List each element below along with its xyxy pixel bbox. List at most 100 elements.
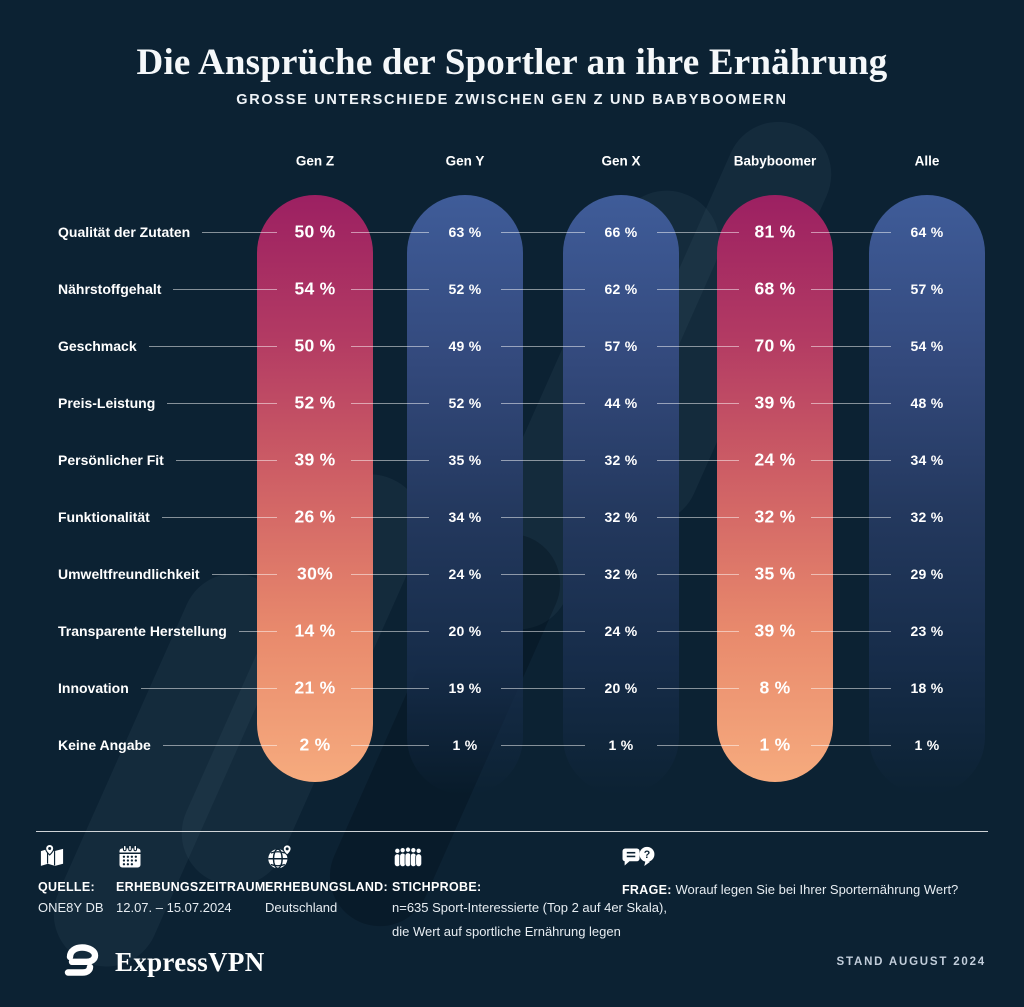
row-lead-umweltfreundlichkeit: Umweltfreundlichkeit bbox=[58, 566, 277, 582]
footer-item-frage: ? FRAGE: Worauf legen Sie bei Ihrer Sport… bbox=[622, 841, 958, 897]
footer-label: STICHPROBE: bbox=[392, 880, 482, 894]
footer-value: n=635 Sport-Interessierte (Top 2 auf 4er… bbox=[392, 900, 667, 915]
value-cell-gen-x-umweltfreundlichkeit: 32 % bbox=[604, 566, 638, 582]
pill-babyboomer bbox=[717, 195, 833, 782]
footer-value: ONE8Y DB bbox=[38, 900, 104, 915]
row-connector-line bbox=[238, 630, 277, 632]
value-cell-alle-qualit-t-der-zutaten: 64 % bbox=[910, 224, 944, 240]
row-label-keine-angabe: Keine Angabe bbox=[58, 737, 151, 753]
value-cell-babyboomer-qualit-t-der-zutaten: 81 % bbox=[754, 221, 796, 242]
row-label-umweltfreundlichkeit: Umweltfreundlichkeit bbox=[58, 566, 200, 582]
row-connector-line bbox=[657, 289, 739, 290]
people-icon bbox=[392, 841, 667, 873]
row-lead-n-hrstoffgehalt: Nährstoffgehalt bbox=[58, 281, 277, 297]
value-cell-alle-geschmack: 54 % bbox=[910, 338, 944, 354]
pill-gen-y bbox=[407, 195, 523, 795]
value-cell-gen-y-preis-leistung: 52 % bbox=[448, 395, 482, 411]
value-cell-babyboomer-umweltfreundlichkeit: 35 % bbox=[754, 563, 796, 584]
value-cell-alle-funktionalit-t: 32 % bbox=[910, 509, 944, 525]
value-cell-babyboomer-innovation: 8 % bbox=[759, 677, 791, 698]
row-connector-line bbox=[657, 631, 739, 632]
row-connector-line bbox=[657, 403, 739, 404]
row-connector-line bbox=[140, 687, 277, 689]
row-label-preis-leistung: Preis-Leistung bbox=[58, 395, 156, 411]
value-cell-gen-z-n-hrstoffgehalt: 54 % bbox=[294, 278, 336, 299]
row-connector-line bbox=[351, 631, 429, 632]
row-connector-line bbox=[501, 460, 585, 461]
value-cell-gen-x-geschmack: 57 % bbox=[604, 338, 638, 354]
row-connector-line bbox=[351, 460, 429, 461]
calendar-icon bbox=[116, 841, 270, 873]
row-connector-line bbox=[657, 517, 739, 518]
value-cell-babyboomer-transparente-herstellung: 39 % bbox=[754, 620, 796, 641]
footer-question-text: FRAGE: Worauf legen Sie bei Ihrer Sporte… bbox=[622, 882, 959, 897]
row-connector-line bbox=[811, 517, 891, 518]
footer-item-quelle: QUELLE: ONE8Y DB bbox=[38, 841, 104, 918]
stand-note: STAND AUGUST 2024 bbox=[836, 956, 986, 968]
value-cell-alle-keine-angabe: 1 % bbox=[914, 737, 940, 753]
value-cell-alle-pers-nlicher-fit: 34 % bbox=[910, 452, 944, 468]
row-connector-line bbox=[161, 516, 277, 518]
value-cell-babyboomer-geschmack: 70 % bbox=[754, 335, 796, 356]
value-cell-babyboomer-preis-leistung: 39 % bbox=[754, 392, 796, 413]
value-cell-gen-z-geschmack: 50 % bbox=[294, 335, 336, 356]
row-connector-line bbox=[501, 574, 585, 575]
row-connector-line bbox=[811, 745, 891, 746]
row-label-n-hrstoffgehalt: Nährstoffgehalt bbox=[58, 281, 162, 297]
row-connector-line bbox=[501, 631, 585, 632]
value-cell-babyboomer-n-hrstoffgehalt: 68 % bbox=[754, 278, 796, 299]
value-cell-gen-x-keine-angabe: 1 % bbox=[608, 737, 634, 753]
value-cell-gen-z-innovation: 21 % bbox=[294, 677, 336, 698]
page-title: Die Ansprüche der Sportler an ihre Ernäh… bbox=[136, 42, 888, 83]
value-cell-gen-x-pers-nlicher-fit: 32 % bbox=[604, 452, 638, 468]
row-connector-line bbox=[211, 573, 277, 575]
column-header-alle: Alle bbox=[914, 153, 940, 169]
value-cell-gen-y-umweltfreundlichkeit: 24 % bbox=[448, 566, 482, 582]
footer-value: die Wert auf sportliche Ernährung legen bbox=[392, 923, 621, 939]
value-cell-gen-y-keine-angabe: 1 % bbox=[452, 737, 478, 753]
map-icon bbox=[38, 841, 104, 873]
expressvpn-logo: ExpressVPN bbox=[56, 944, 265, 980]
footer-value: Deutschland bbox=[265, 900, 338, 915]
value-cell-alle-umweltfreundlichkeit: 29 % bbox=[910, 566, 944, 582]
row-lead-pers-nlicher-fit: Persönlicher Fit bbox=[58, 452, 277, 468]
footer-value: 12.07. – 15.07.2024 bbox=[116, 900, 232, 915]
footer-label: QUELLE: bbox=[38, 880, 95, 894]
row-label-qualit-t-der-zutaten: Qualität der Zutaten bbox=[58, 224, 191, 240]
row-connector-line bbox=[351, 346, 429, 347]
footer-item-erhebungszeitraum: ERHEBUNGSZEITRAUM: 12.07. – 15.07.2024 bbox=[116, 841, 270, 918]
row-lead-funktionalit-t: Funktionalität bbox=[58, 509, 277, 525]
value-cell-alle-transparente-herstellung: 23 % bbox=[910, 623, 944, 639]
pill-gen-z bbox=[257, 195, 373, 782]
row-connector-line bbox=[175, 459, 277, 461]
row-connector-line bbox=[351, 232, 429, 233]
column-header-gen-z: Gen Z bbox=[295, 153, 335, 169]
footer-item-erhebungsland: ERHEBUNGSLAND: Deutschland bbox=[265, 841, 388, 918]
row-connector-line bbox=[811, 403, 891, 404]
value-cell-gen-y-pers-nlicher-fit: 35 % bbox=[448, 452, 482, 468]
value-cell-gen-y-n-hrstoffgehalt: 52 % bbox=[448, 281, 482, 297]
row-connector-line bbox=[501, 289, 585, 290]
row-connector-line bbox=[657, 460, 739, 461]
value-cell-gen-x-innovation: 20 % bbox=[604, 680, 638, 696]
row-connector-line bbox=[657, 574, 739, 575]
row-connector-line bbox=[501, 688, 585, 689]
page-subtitle: GROSSE UNTERSCHIEDE ZWISCHEN GEN Z UND B… bbox=[236, 92, 788, 108]
pill-gen-x bbox=[563, 195, 679, 795]
expressvpn-logomark bbox=[64, 944, 99, 976]
row-connector-line bbox=[501, 517, 585, 518]
row-connector-line bbox=[162, 744, 277, 746]
row-connector-line bbox=[351, 403, 429, 404]
row-connector-line bbox=[173, 288, 277, 290]
row-lead-keine-angabe: Keine Angabe bbox=[58, 737, 277, 753]
value-cell-gen-z-funktionalit-t: 26 % bbox=[294, 506, 336, 527]
row-connector-line bbox=[811, 232, 891, 233]
column-header-gen-x: Gen X bbox=[601, 153, 641, 169]
column-header-gen-y: Gen Y bbox=[445, 153, 485, 169]
row-connector-line bbox=[811, 460, 891, 461]
row-connector-line bbox=[657, 232, 739, 233]
svg-text:?: ? bbox=[644, 849, 650, 861]
footer-divider bbox=[36, 831, 988, 832]
pill-alle bbox=[869, 195, 985, 795]
